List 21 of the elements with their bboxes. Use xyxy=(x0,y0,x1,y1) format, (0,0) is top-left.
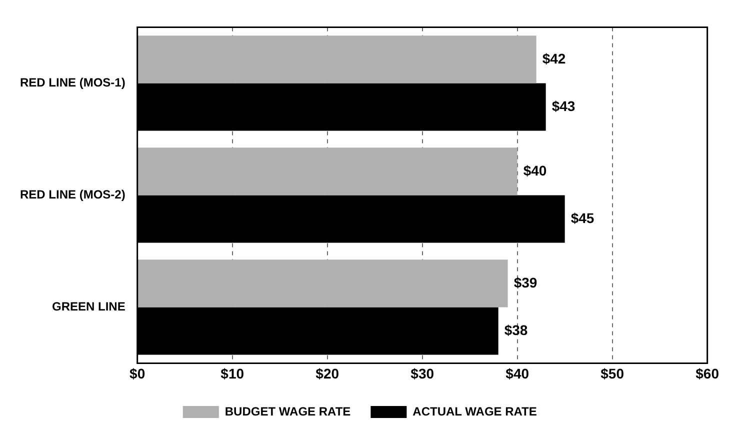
x-tick-label: $10 xyxy=(220,365,244,382)
x-tick-label: $30 xyxy=(410,365,434,382)
x-tick-label: $20 xyxy=(316,365,340,382)
bar xyxy=(138,260,508,308)
data-label: $40 xyxy=(523,162,547,178)
data-label: $45 xyxy=(570,210,594,226)
legend-label: ACTUAL WAGE RATE xyxy=(412,404,537,418)
bar xyxy=(138,36,536,84)
bar xyxy=(138,148,518,196)
x-tick-label: $50 xyxy=(600,365,624,382)
y-tick-label: RED LINE (MOS-2) xyxy=(20,188,126,202)
y-tick-label: GREEN LINE xyxy=(52,300,126,314)
data-label: $39 xyxy=(514,274,538,290)
data-label: $43 xyxy=(552,98,576,114)
x-tick-label: $60 xyxy=(696,365,720,382)
legend-label: BUDGET WAGE RATE xyxy=(224,404,351,418)
x-tick-label: $40 xyxy=(506,365,530,382)
data-label: $42 xyxy=(542,50,566,66)
data-label: $38 xyxy=(504,322,528,338)
x-tick-label: $0 xyxy=(130,365,146,382)
y-tick-label: RED LINE (MOS-1) xyxy=(20,76,126,90)
